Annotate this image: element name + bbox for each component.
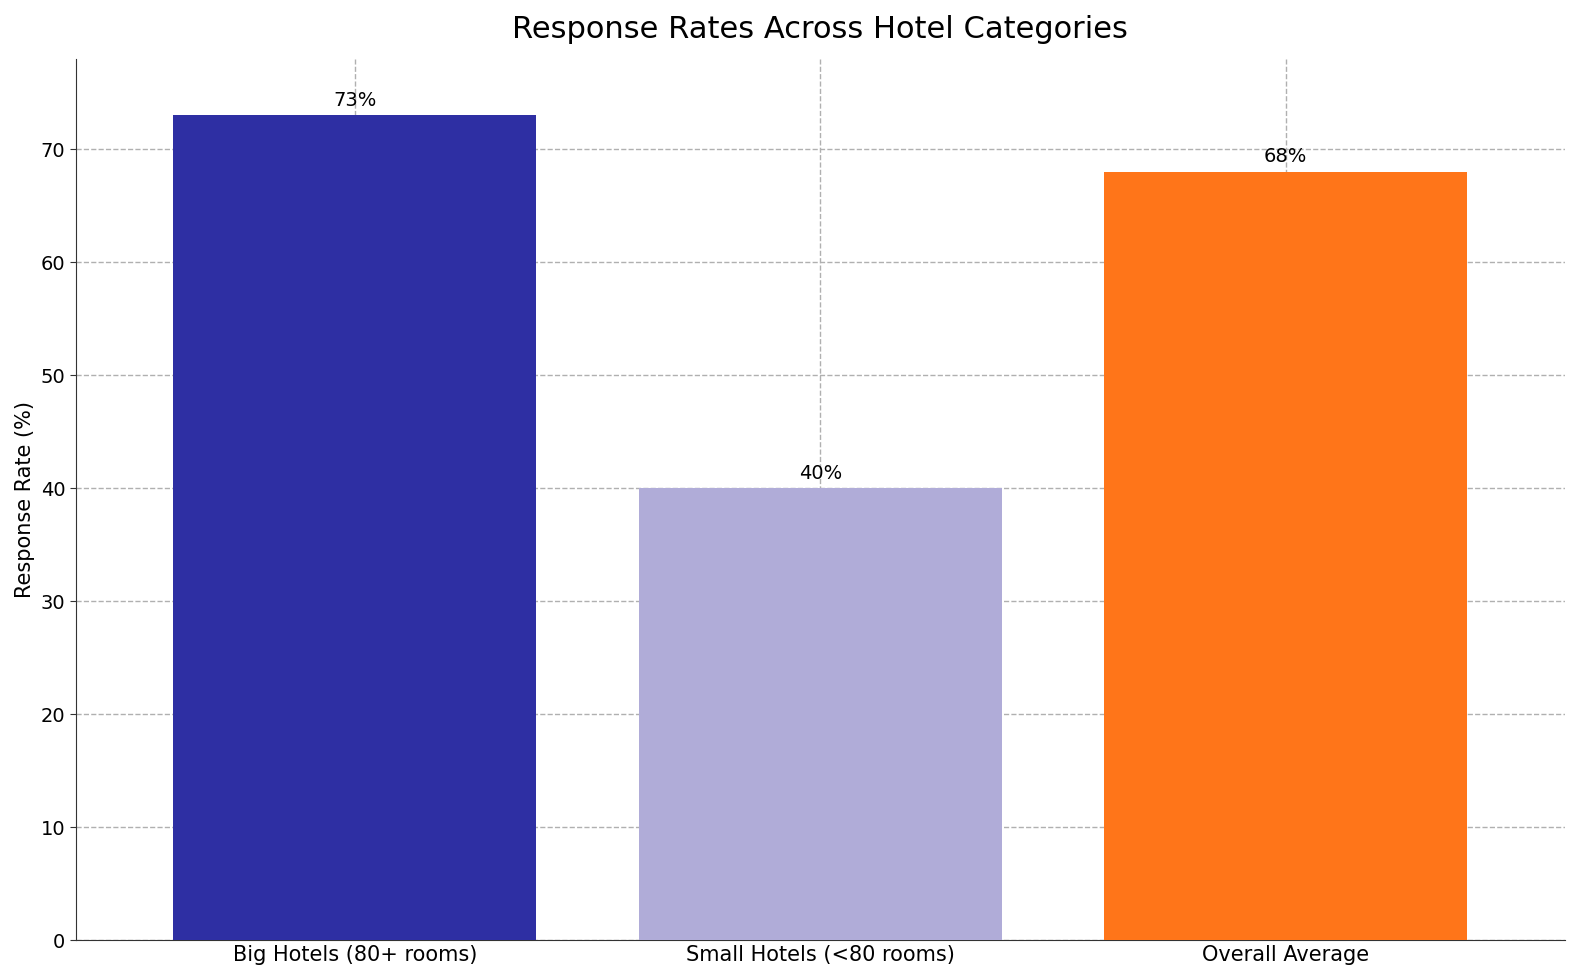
Text: 68%: 68% [1264,147,1307,167]
Title: Response Rates Across Hotel Categories: Response Rates Across Hotel Categories [512,15,1128,44]
Text: 40%: 40% [799,464,842,482]
Bar [638,488,1002,940]
Y-axis label: Response Rate (%): Response Rate (%) [14,401,35,598]
Bar [1104,172,1468,940]
Text: 73%: 73% [333,91,376,110]
Bar [174,116,537,940]
